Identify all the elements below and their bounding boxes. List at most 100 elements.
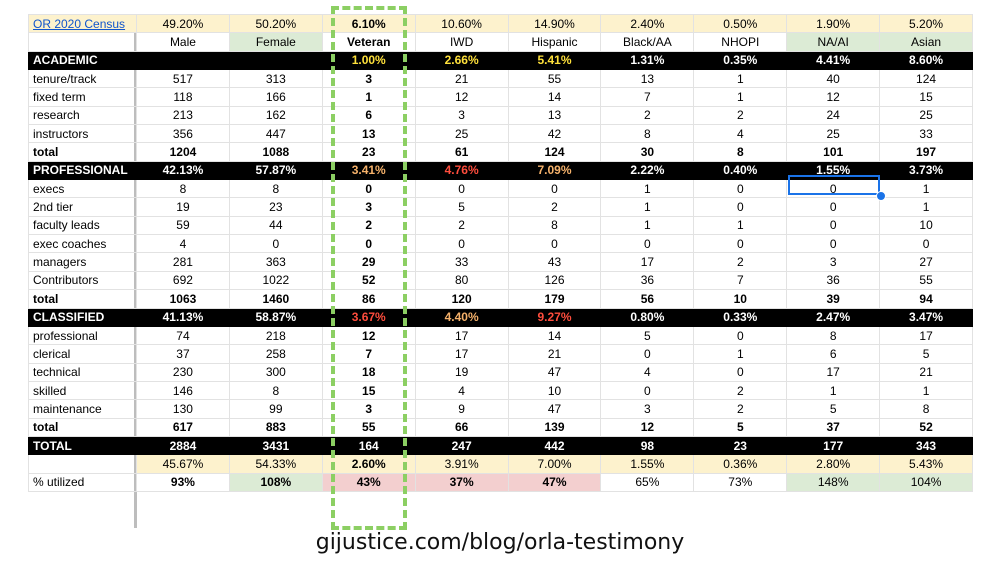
- section-percentage[interactable]: 4.40%: [414, 307, 509, 327]
- cell-value[interactable]: 0: [600, 234, 695, 254]
- cell-value[interactable]: 258: [228, 344, 323, 364]
- cell-value[interactable]: 12: [321, 325, 416, 346]
- cell-value[interactable]: 5: [786, 399, 881, 419]
- utilized-value[interactable]: 47%: [507, 472, 602, 492]
- cell-value[interactable]: 12: [786, 87, 881, 107]
- column-header[interactable]: Asian: [879, 32, 974, 52]
- cell-value[interactable]: 3: [321, 399, 416, 419]
- section-percentage[interactable]: 2.22%: [600, 160, 695, 181]
- cell-value[interactable]: 33: [414, 252, 509, 272]
- cell-value[interactable]: 1: [693, 344, 788, 364]
- cell-value[interactable]: 166: [228, 87, 323, 107]
- utilized-value[interactable]: 73%: [693, 472, 788, 492]
- overall-percentage[interactable]: 7.00%: [507, 454, 602, 474]
- overall-percentage[interactable]: 2.60%: [321, 454, 416, 474]
- grand-total-value[interactable]: 3431: [228, 435, 323, 456]
- census-link[interactable]: OR 2020 Census: [33, 16, 126, 31]
- cell-value[interactable]: 18: [321, 362, 416, 382]
- total-value[interactable]: 94: [879, 289, 974, 309]
- cell-value[interactable]: 0: [786, 197, 881, 217]
- section-percentage[interactable]: 3.73%: [879, 160, 974, 181]
- section-percentage[interactable]: [136, 50, 230, 71]
- total-value[interactable]: 37: [786, 417, 881, 437]
- cell-value[interactable]: 23: [228, 197, 323, 217]
- section-percentage[interactable]: 1.00%: [321, 50, 416, 71]
- cell-value[interactable]: 1: [600, 179, 695, 199]
- cell-value[interactable]: 0: [321, 234, 416, 254]
- total-value[interactable]: 56: [600, 289, 695, 309]
- cell-value[interactable]: 1: [879, 179, 974, 199]
- cell-value[interactable]: 2: [693, 399, 788, 419]
- cell-value[interactable]: 7: [600, 87, 695, 107]
- section-percentage[interactable]: 2.47%: [786, 307, 881, 327]
- cell-value[interactable]: 363: [228, 252, 323, 272]
- row-label[interactable]: tenure/track: [28, 69, 137, 89]
- section-percentage[interactable]: 3.47%: [879, 307, 974, 327]
- cell-value[interactable]: 55: [879, 270, 974, 291]
- utilized-value[interactable]: 37%: [414, 472, 509, 492]
- cell-value[interactable]: 7: [693, 270, 788, 291]
- cell-value[interactable]: 25: [414, 124, 509, 144]
- utilized-value[interactable]: 65%: [600, 472, 695, 492]
- census-value[interactable]: 5.20%: [879, 13, 974, 34]
- cell-value[interactable]: 52: [321, 270, 416, 291]
- cell-value[interactable]: 0: [693, 179, 788, 199]
- cell-value[interactable]: 24: [786, 105, 881, 126]
- cell-value[interactable]: 74: [136, 325, 230, 346]
- overall-percentage[interactable]: 2.80%: [786, 454, 881, 474]
- grand-total-value[interactable]: 177: [786, 435, 881, 456]
- cell-value[interactable]: 13: [600, 69, 695, 89]
- cell-value[interactable]: 230: [136, 362, 230, 382]
- cell-value[interactable]: 99: [228, 399, 323, 419]
- cell-value[interactable]: 8: [786, 325, 881, 346]
- row-label[interactable]: Contributors: [28, 270, 137, 291]
- cell-value[interactable]: 4: [693, 124, 788, 144]
- cell-value[interactable]: 517: [136, 69, 230, 89]
- cell-value[interactable]: 8: [507, 215, 602, 236]
- cell-value[interactable]: 8: [136, 179, 230, 199]
- total-value[interactable]: 30: [600, 142, 695, 162]
- total-value[interactable]: 86: [321, 289, 416, 309]
- total-value[interactable]: 10: [693, 289, 788, 309]
- cell-value[interactable]: 14: [507, 87, 602, 107]
- cell-value[interactable]: 17: [414, 344, 509, 364]
- section-percentage[interactable]: 41.13%: [136, 307, 230, 327]
- column-header[interactable]: Veteran: [321, 32, 416, 52]
- cell-value[interactable]: 1: [693, 69, 788, 89]
- cell-value[interactable]: 3: [321, 197, 416, 217]
- overall-percentage[interactable]: 3.91%: [414, 454, 509, 474]
- cell-value[interactable]: 0: [693, 362, 788, 382]
- cell-value[interactable]: 21: [414, 69, 509, 89]
- row-label[interactable]: research: [28, 105, 137, 126]
- cell-value[interactable]: 0: [507, 179, 602, 199]
- cell-value[interactable]: 0: [507, 234, 602, 254]
- total-value[interactable]: 55: [321, 417, 416, 437]
- section-percentage[interactable]: 0.40%: [693, 160, 788, 181]
- cell-value[interactable]: 2: [693, 252, 788, 272]
- cell-value[interactable]: 1: [879, 197, 974, 217]
- utilized-value[interactable]: 104%: [879, 472, 974, 492]
- cell-value[interactable]: 19: [414, 362, 509, 382]
- cell-value[interactable]: 13: [507, 105, 602, 126]
- cell-value[interactable]: 1: [321, 87, 416, 107]
- total-value[interactable]: 120: [414, 289, 509, 309]
- total-value[interactable]: 1460: [228, 289, 323, 309]
- cell-value[interactable]: 21: [507, 344, 602, 364]
- cell-value[interactable]: 130: [136, 399, 230, 419]
- census-value[interactable]: 6.10%: [321, 13, 416, 34]
- total-label[interactable]: total: [28, 142, 137, 162]
- section-title[interactable]: CLASSIFIED: [28, 307, 137, 327]
- section-title[interactable]: ACADEMIC: [28, 50, 137, 71]
- row-label[interactable]: professional: [28, 325, 137, 346]
- cell-value[interactable]: 17: [879, 325, 974, 346]
- row-label[interactable]: instructors: [28, 124, 137, 144]
- header-corner[interactable]: [28, 32, 137, 52]
- cell-value[interactable]: 37: [136, 344, 230, 364]
- cell-value[interactable]: 36: [600, 270, 695, 291]
- total-value[interactable]: 197: [879, 142, 974, 162]
- cell-value[interactable]: 5: [600, 325, 695, 346]
- row-label[interactable]: exec coaches: [28, 234, 137, 254]
- cell-value[interactable]: 2: [507, 197, 602, 217]
- cell-value[interactable]: 9: [414, 399, 509, 419]
- column-header[interactable]: NHOPI: [693, 32, 788, 52]
